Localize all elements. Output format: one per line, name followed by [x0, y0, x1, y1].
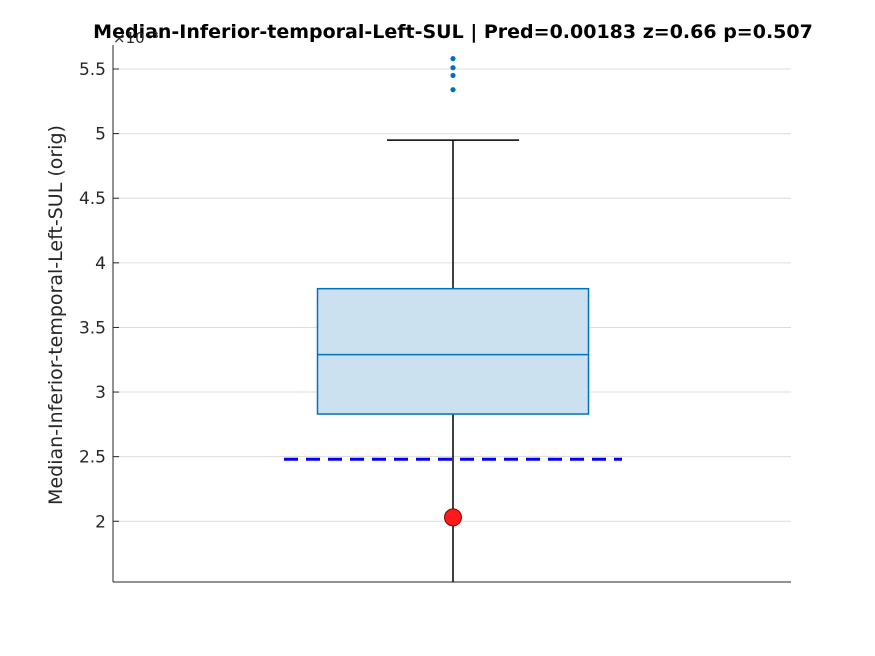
y-exponent-label: ×10⁻³ — [113, 29, 159, 47]
outliers — [450, 56, 456, 93]
y-axis-label: Median-Inferior-temporal-Left-SUL (orig) — [45, 125, 67, 505]
iqr-box — [316, 287, 590, 415]
outlier-point — [450, 72, 456, 79]
y-ticks: 2 2.5 3 3.5 4 4.5 5 5.5 — [79, 60, 119, 532]
y-tick-label: 4.5 — [79, 189, 106, 209]
outlier-point — [450, 56, 456, 62]
y-tick-label: 3.5 — [79, 318, 106, 338]
y-tick-label: 2 — [95, 512, 106, 532]
outlier-point — [450, 65, 456, 71]
y-tick-label: 4 — [95, 254, 106, 274]
chart-title: Median-Inferior-temporal-Left-SUL | Pred… — [93, 21, 813, 43]
y-tick-label: 2.5 — [79, 448, 106, 468]
outlier-point — [450, 87, 456, 93]
y-tick-label: 3 — [95, 383, 106, 403]
y-tick-label: 5.5 — [79, 60, 106, 80]
y-tick-label: 5 — [95, 125, 106, 145]
subject-marker — [444, 508, 462, 527]
